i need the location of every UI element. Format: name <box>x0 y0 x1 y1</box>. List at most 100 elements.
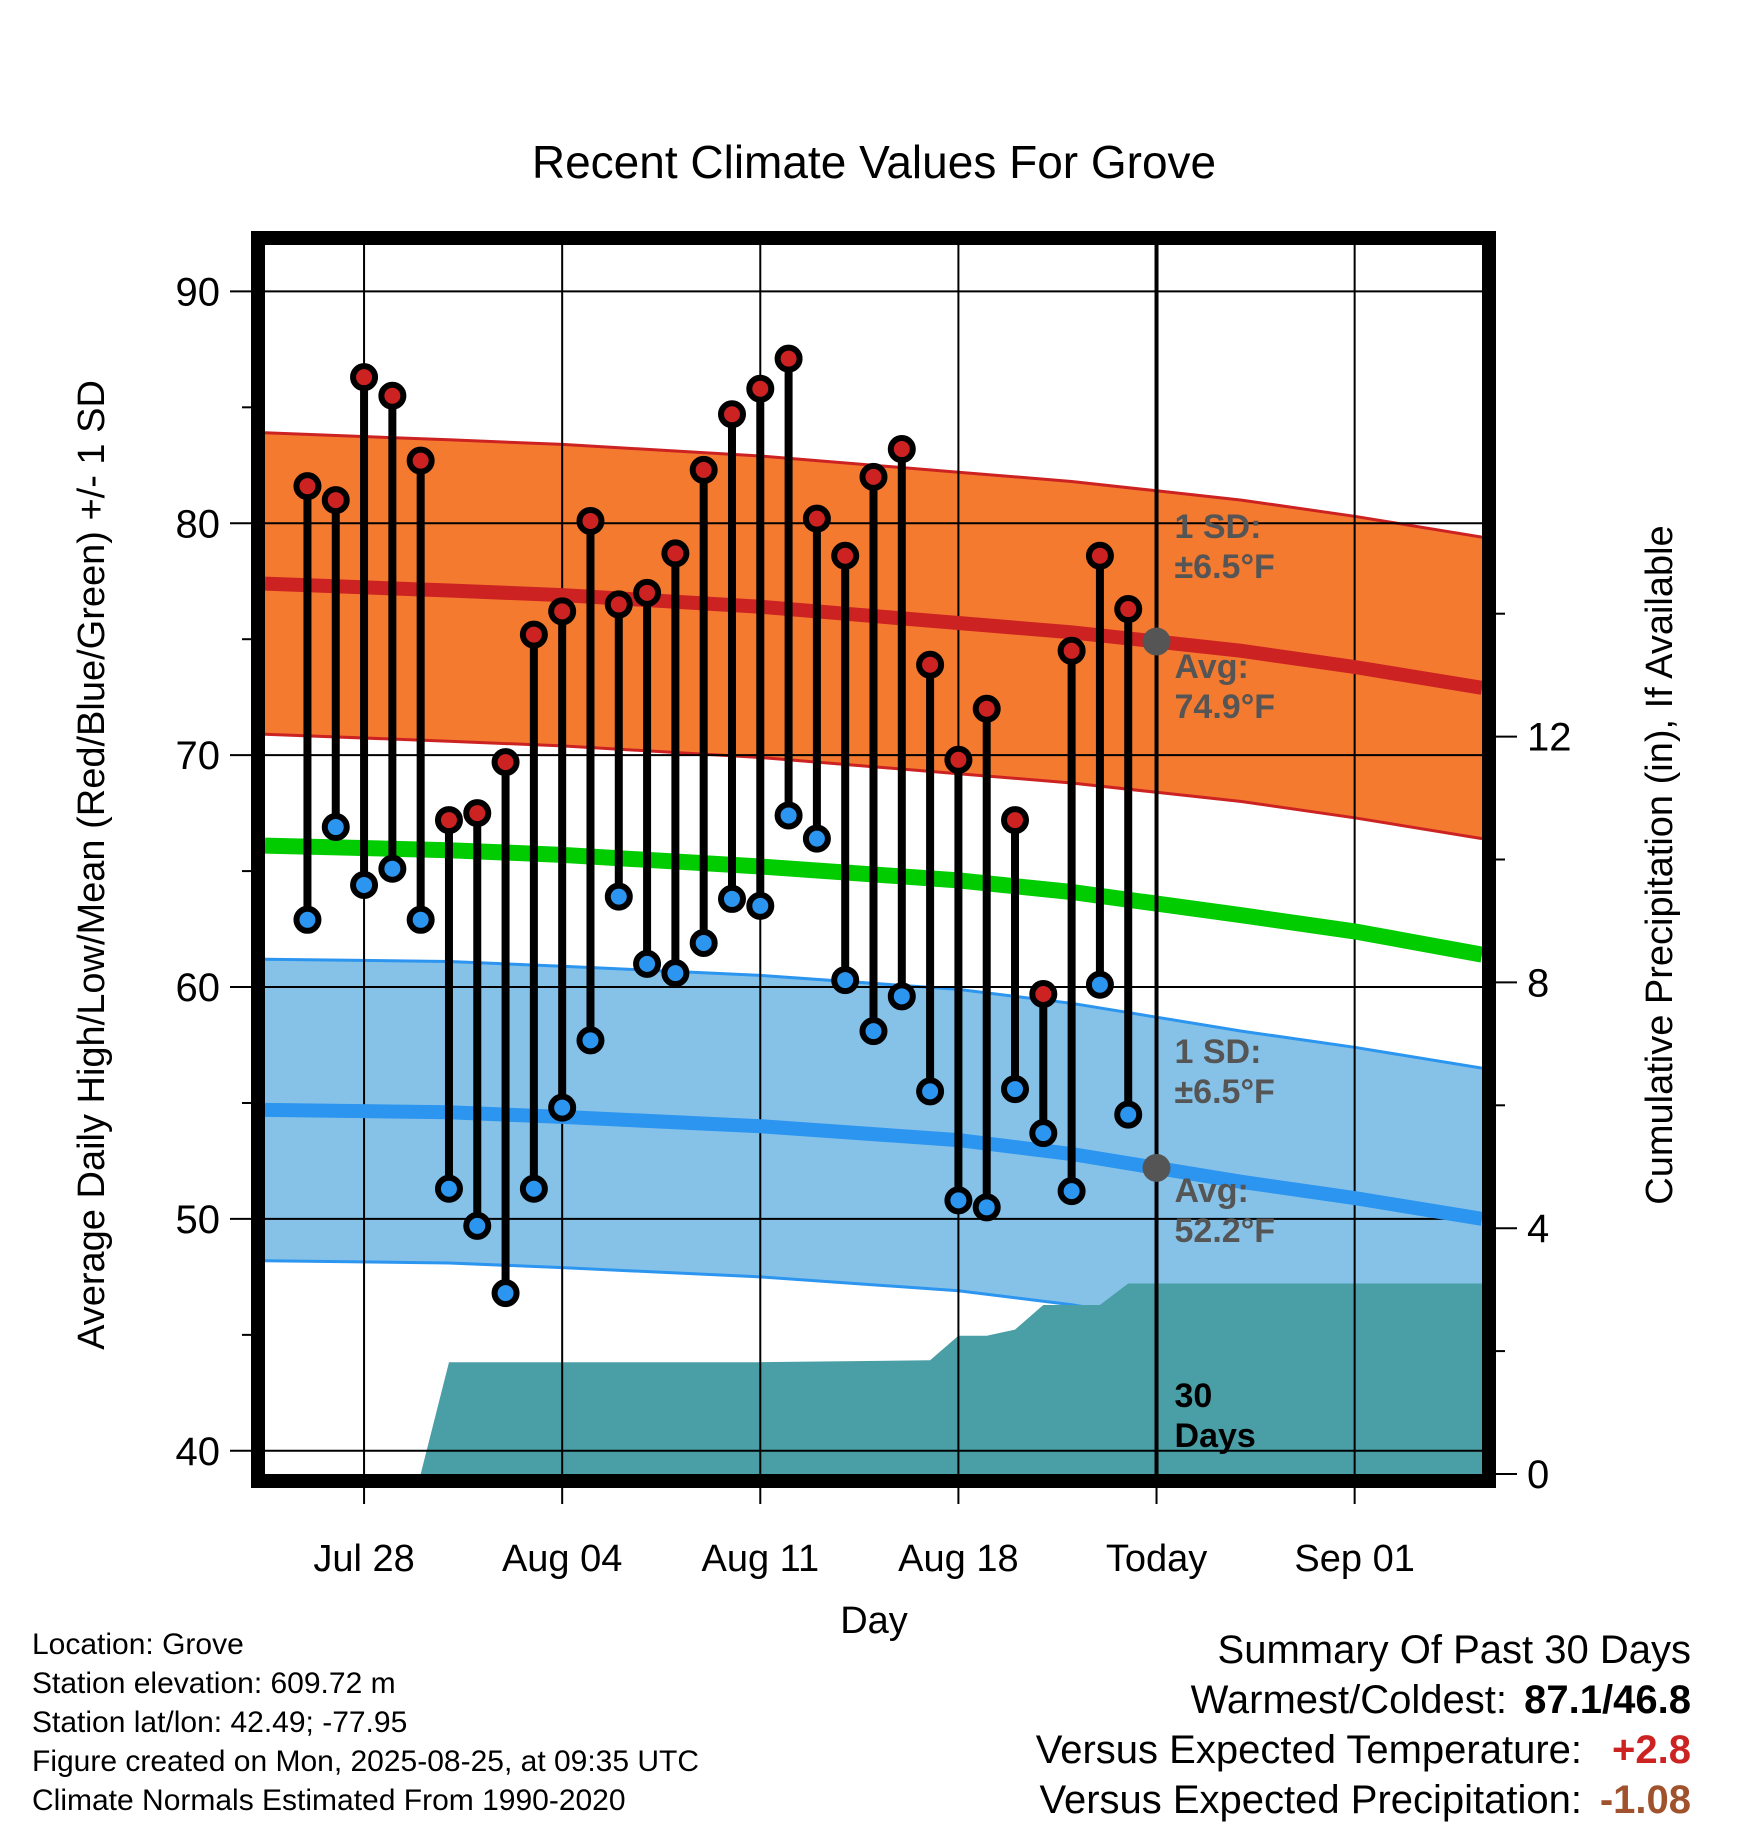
x-axis-label: Day <box>840 1600 908 1642</box>
daily-low-point <box>350 871 379 900</box>
annotation-line1: Avg: <box>1175 1172 1249 1210</box>
daily-low-point <box>519 1174 548 1203</box>
annotation-line1: Avg: <box>1175 648 1249 686</box>
daily-high-point <box>576 506 605 535</box>
today-avg-low-marker <box>1142 1153 1171 1182</box>
y-tick-label: 60 <box>176 966 221 1010</box>
x-tick-label: Aug 04 <box>502 1538 622 1580</box>
daily-low-point <box>378 854 407 883</box>
daily-high-point <box>831 541 860 570</box>
temp-label: Versus Expected Temperature: <box>1035 1728 1582 1772</box>
daily-high-point <box>859 462 888 491</box>
daily-high-point <box>1057 636 1086 665</box>
summary-title: Summary Of Past 30 Days <box>1217 1628 1691 1672</box>
x-tick-label: Jul 28 <box>313 1538 414 1580</box>
daily-high-point <box>717 400 746 429</box>
daily-low-point <box>1085 970 1114 999</box>
y-tick-label: 80 <box>176 502 221 546</box>
daily-high-point <box>802 504 831 533</box>
chart-title: Recent Climate Values For Grove <box>532 136 1216 188</box>
daily-high-point <box>406 446 435 475</box>
daily-low-point <box>802 824 831 853</box>
daily-low-point <box>717 884 746 913</box>
daily-low-point <box>831 966 860 995</box>
daily-low-point <box>944 1186 973 1215</box>
avg-high-line <box>265 576 1482 695</box>
daily-low-point <box>321 813 350 842</box>
annotation-line2: 74.9°F <box>1175 688 1276 726</box>
x-tick-label: Today <box>1106 1538 1207 1580</box>
daily-high-point <box>633 578 662 607</box>
daily-low-point <box>434 1174 463 1203</box>
daily-high-point <box>689 455 718 484</box>
daily-high-point <box>519 620 548 649</box>
daily-low-point <box>1057 1177 1086 1206</box>
y2-tick-label: 8 <box>1527 961 1549 1005</box>
annotation-line2: 52.2°F <box>1175 1212 1276 1250</box>
y2-axis-label: Cumulative Precipitation (in), If Availa… <box>1639 525 1681 1204</box>
daily-high-point <box>774 344 803 373</box>
daily-low-point <box>463 1211 492 1240</box>
daily-high-point <box>604 590 633 619</box>
y2-tick-label: 4 <box>1527 1207 1549 1251</box>
daily-high-point <box>944 745 973 774</box>
daily-high-point <box>1114 595 1143 624</box>
daily-low-point <box>916 1077 945 1106</box>
summary-warmest-row: Warmest/Coldest: 87.1/46.8 <box>1036 1675 1691 1725</box>
daily-high-point <box>463 799 492 828</box>
y-tick-label: 90 <box>176 270 221 314</box>
created-text: Figure created on Mon, 2025-08-25, at 09… <box>32 1745 700 1778</box>
summary-panel: Summary Of Past 30 Days Warmest/Coldest:… <box>1036 1625 1691 1825</box>
daily-low-point <box>293 905 322 934</box>
daily-high-point <box>1001 806 1030 835</box>
daily-low-point <box>661 959 690 988</box>
elevation-text: Station elevation: 609.72 m <box>32 1667 396 1700</box>
daily-high-point <box>378 381 407 410</box>
x-tick-label: Aug 11 <box>701 1538 819 1580</box>
normals-text: Climate Normals Estimated From 1990-2020 <box>32 1784 626 1817</box>
daily-low-point <box>859 1017 888 1046</box>
latlon-text: Station lat/lon: 42.49; -77.95 <box>32 1706 408 1739</box>
daily-low-point <box>746 891 775 920</box>
temp-value: +2.8 <box>1612 1728 1691 1772</box>
daily-high-point <box>746 374 775 403</box>
daily-high-point <box>916 650 945 679</box>
high-sd-band-upper-edge <box>265 431 1482 539</box>
daily-low-point <box>774 801 803 830</box>
daily-low-point <box>1114 1100 1143 1129</box>
daily-high-point <box>293 472 322 501</box>
annotation-line2: ±6.5°F <box>1175 1073 1275 1111</box>
warmest-value: 87.1/46.8 <box>1524 1678 1691 1722</box>
precip-label: Versus Expected Precipitation: <box>1039 1778 1582 1822</box>
annotation-line2: Days <box>1175 1417 1256 1455</box>
daily-low-point <box>887 982 916 1011</box>
daily-low-point <box>406 905 435 934</box>
daily-high-point <box>887 435 916 464</box>
y-tick-label: 50 <box>176 1198 221 1242</box>
daily-low-point <box>548 1093 577 1122</box>
daily-high-point <box>434 806 463 835</box>
y2-tick-label: 0 <box>1527 1453 1549 1497</box>
y2-tick-label: 12 <box>1527 716 1572 760</box>
summary-temp-row: Versus Expected Temperature: +2.8 <box>1036 1725 1691 1775</box>
x-tick-label: Sep 01 <box>1294 1538 1414 1580</box>
daily-high-point <box>491 748 520 777</box>
annotation-line1: 1 SD: <box>1175 1033 1262 1071</box>
y-axis-label: Average Daily High/Low/Mean (Red/Blue/Gr… <box>71 380 113 1350</box>
daily-high-point <box>1085 541 1114 570</box>
warmest-label: Warmest/Coldest: <box>1190 1678 1507 1722</box>
precip-area <box>265 1283 1482 1474</box>
high-sd-band-lower-edge <box>265 732 1482 841</box>
daily-low-point <box>1001 1075 1030 1104</box>
x-tick-label: Aug 18 <box>898 1538 1018 1580</box>
daily-low-point <box>689 928 718 957</box>
today-avg-high-marker <box>1142 627 1171 656</box>
daily-low-point <box>1029 1119 1058 1148</box>
annotation-line1: 30 <box>1175 1377 1213 1415</box>
daily-high-point <box>350 363 379 392</box>
daily-low-point <box>576 1026 605 1055</box>
annotation-line1: 1 SD: <box>1175 508 1262 546</box>
summary-precip-row: Versus Expected Precipitation: -1.08 <box>1036 1775 1691 1825</box>
